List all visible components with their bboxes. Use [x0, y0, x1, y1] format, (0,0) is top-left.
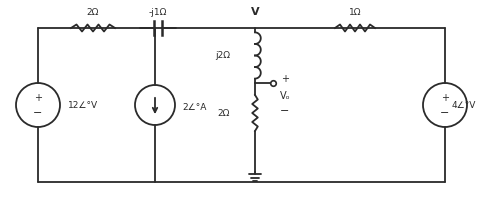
- Text: −: −: [280, 106, 289, 116]
- Text: −: −: [33, 108, 43, 118]
- Text: 12∠°V: 12∠°V: [68, 100, 98, 110]
- Text: 1Ω: 1Ω: [348, 8, 360, 17]
- Text: 4∠°V: 4∠°V: [451, 100, 475, 110]
- Text: +: +: [34, 93, 42, 103]
- Text: 2Ω: 2Ω: [86, 8, 99, 17]
- Text: 2Ω: 2Ω: [217, 108, 229, 118]
- Text: +: +: [280, 74, 288, 84]
- Text: −: −: [439, 108, 449, 118]
- Text: 2∠°A: 2∠°A: [181, 102, 206, 112]
- Text: V: V: [250, 7, 259, 17]
- Text: +: +: [440, 93, 448, 103]
- Text: Vₒ: Vₒ: [279, 91, 290, 101]
- Text: -j1Ω: -j1Ω: [148, 8, 167, 17]
- Text: j2Ω: j2Ω: [215, 51, 229, 60]
